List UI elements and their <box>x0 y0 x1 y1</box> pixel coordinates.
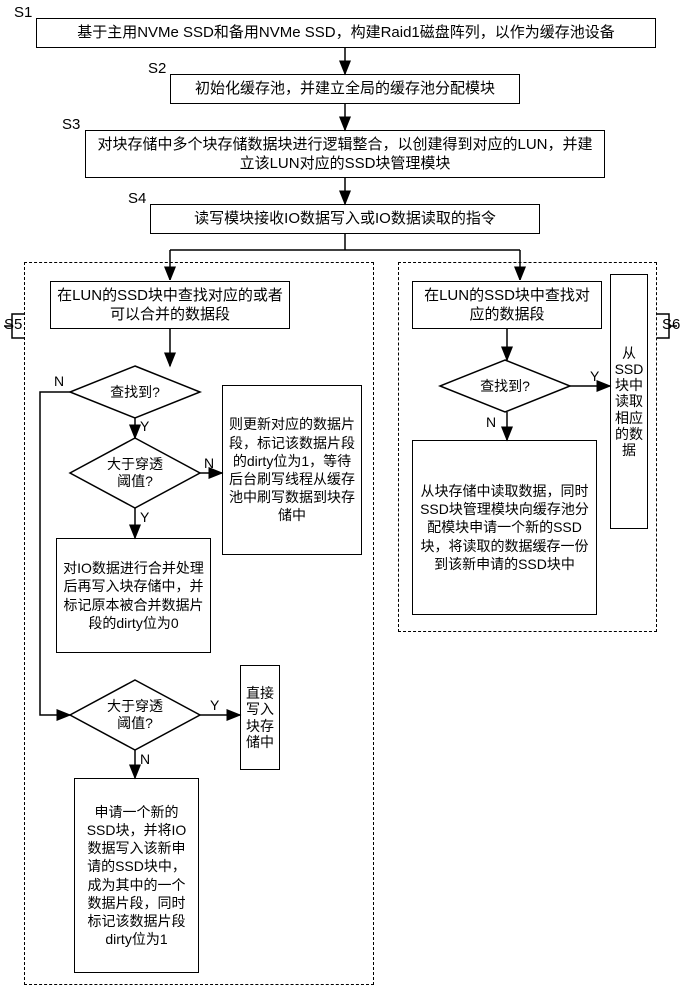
lbl-s5-d3-Y: Y <box>210 697 219 713</box>
s5-arrows <box>24 262 404 1002</box>
lbl-s5-d1-Y: Y <box>140 418 149 434</box>
lbl-s5-d2-N: N <box>204 455 214 471</box>
s6-arrows <box>398 262 668 642</box>
lbl-s5-d3-N: N <box>140 751 150 767</box>
lbl-s5-d1-N: N <box>54 373 64 389</box>
lbl-s6-d1-N: N <box>486 414 496 430</box>
lbl-s5-d2-Y: Y <box>140 509 149 525</box>
lbl-s6-d1-Y: Y <box>590 368 599 384</box>
top-arrows <box>0 0 687 280</box>
